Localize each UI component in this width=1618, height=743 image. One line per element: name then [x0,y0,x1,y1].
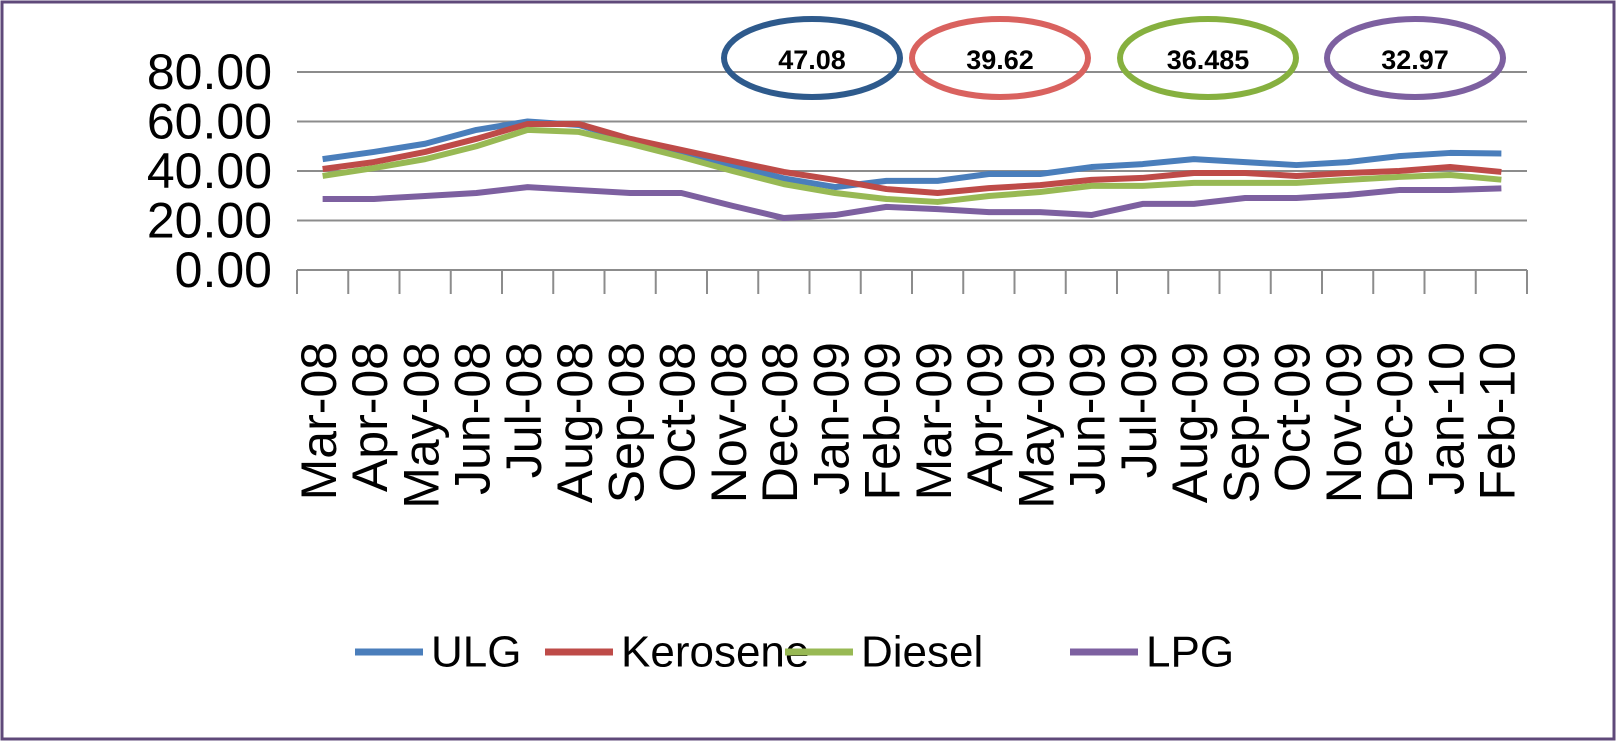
y-tick-label: 20.00 [147,193,272,249]
x-tick-label: Dec-09 [1367,342,1423,503]
x-tick-label: Sep-08 [598,342,654,503]
legend-label: Kerosene [621,628,809,677]
series-line [322,126,1502,205]
y-tick-label: 80.00 [147,44,272,100]
series-line [322,118,1502,191]
x-tick-label: Feb-09 [855,342,911,500]
legend-label: LPG [1146,628,1234,677]
annotation-oval [1117,16,1299,100]
x-tick-label: Feb-10 [1470,342,1526,500]
x-tick-label: Nov-08 [701,342,757,503]
x-tick-label: May-09 [1008,342,1064,509]
x-tick-label: Jan-09 [803,342,859,495]
x-tick-label: May-08 [393,342,449,509]
x-tick-label: Aug-08 [547,342,603,503]
x-tick-label: Apr-08 [342,342,398,492]
x-tick-label: Jun-09 [1060,342,1116,495]
annotation-text: 32.97 [1381,45,1449,75]
annotation-oval [909,16,1091,100]
annotation-text: 47.08 [778,45,846,75]
x-tick-label: Jul-08 [496,342,552,478]
x-tick-label: Jun-08 [445,342,501,495]
x-tick-label: Apr-09 [957,342,1013,492]
x-tick-label: Nov-09 [1316,342,1372,503]
x-tick-label: Jul-09 [1111,342,1167,478]
series-line [322,184,1502,222]
x-tick-label: Jan-10 [1418,342,1474,495]
x-tick-label: Oct-08 [650,342,706,492]
legend-label: ULG [431,628,521,677]
x-tick-label: Mar-08 [291,342,347,500]
annotation-text: 39.62 [966,45,1034,75]
annotation-text: 36.485 [1167,45,1250,75]
y-tick-label: 40.00 [147,143,272,199]
x-tick-label: Sep-09 [1213,342,1269,503]
x-tick-label: Dec-08 [752,342,808,503]
annotation-oval [1324,16,1506,100]
annotation-oval [721,16,903,100]
x-tick-label: Oct-09 [1265,342,1321,492]
series-line [322,120,1502,197]
y-tick-label: 60.00 [147,94,272,150]
x-tick-label: Aug-09 [1162,342,1218,503]
x-tick-label: Mar-09 [906,342,962,500]
y-tick-label: 0.00 [175,242,272,298]
legend-label: Diesel [861,628,983,677]
